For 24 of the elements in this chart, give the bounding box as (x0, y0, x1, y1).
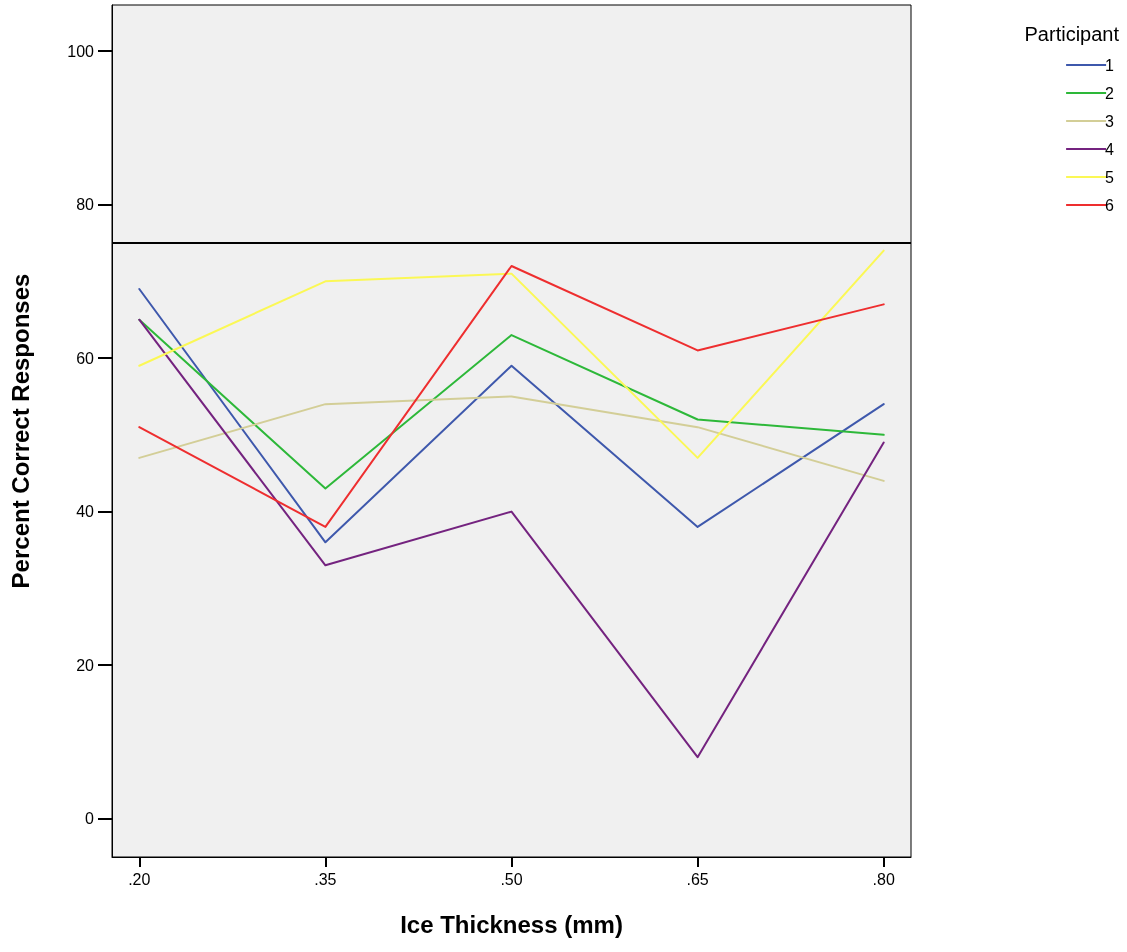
y-tick-label: 100 (67, 42, 95, 60)
legend-label: 6 (1105, 196, 1115, 214)
x-tick-label: .80 (872, 870, 895, 888)
legend-label: 5 (1105, 168, 1115, 186)
line-series (138, 249, 885, 459)
x-tick-label: .35 (314, 870, 337, 888)
x-tick-label: .65 (686, 870, 709, 888)
line-series (138, 318, 885, 490)
y-axis-title: Percent Correct Responses (6, 273, 34, 589)
legend-title: Participant (1024, 23, 1120, 45)
line-series (138, 318, 885, 759)
y-tick-label: 60 (76, 349, 95, 367)
legend-label: 3 (1105, 112, 1115, 130)
x-tick-label: .50 (500, 870, 523, 888)
legend-label: 2 (1105, 84, 1115, 102)
y-tick-label: 0 (85, 810, 95, 828)
y-tick-label: 80 (76, 196, 95, 214)
y-tick-label: 20 (76, 656, 95, 674)
legend-label: 1 (1105, 56, 1115, 74)
x-axis-title: Ice Thickness (mm) (400, 910, 623, 938)
y-tick-label: 40 (76, 503, 95, 521)
line-series (138, 395, 885, 482)
x-tick-label: .20 (128, 870, 151, 888)
legend-label: 4 (1105, 140, 1115, 158)
